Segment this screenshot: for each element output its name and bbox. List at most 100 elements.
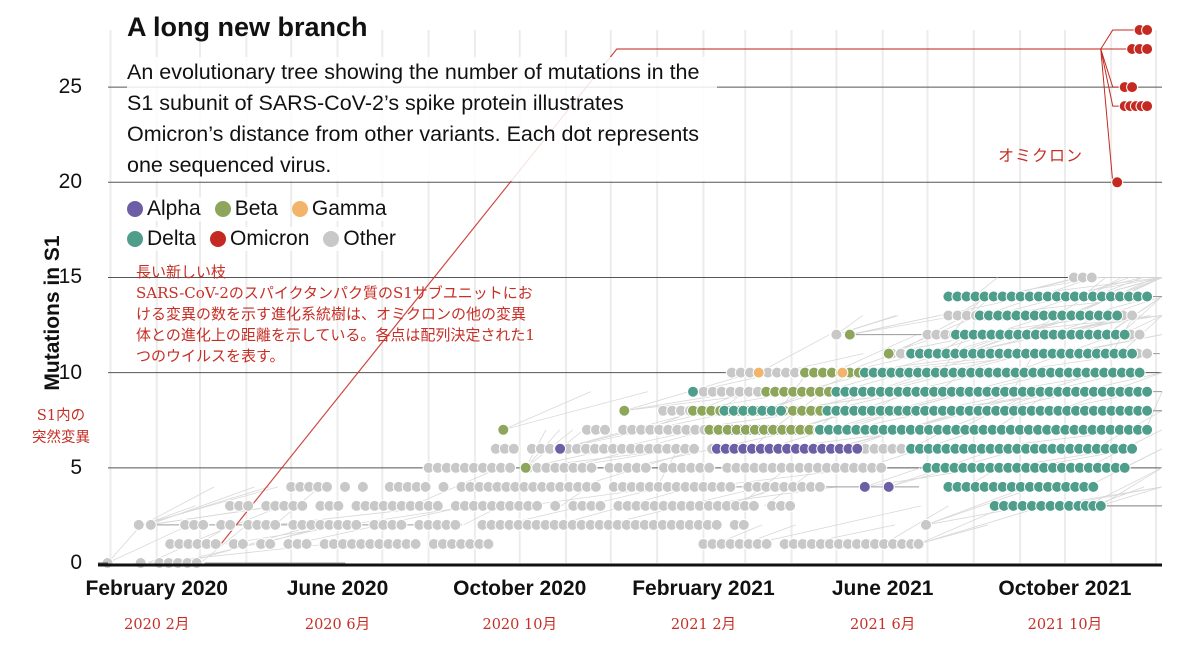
dot-other — [242, 499, 255, 512]
dot-delta — [1141, 423, 1154, 436]
tree-branch — [1086, 467, 1163, 507]
dot-other — [395, 518, 408, 531]
dot-other — [747, 499, 760, 512]
dot-other — [350, 518, 363, 531]
series-omicron — [1111, 24, 1154, 189]
tree-branch — [148, 486, 255, 526]
dot-other — [190, 557, 203, 569]
x-tick-label: February 2021 — [632, 577, 775, 600]
y-tick-label: 15 — [58, 265, 82, 289]
dot-other — [599, 423, 611, 436]
dot-other — [144, 518, 157, 531]
legend-swatch-other — [323, 231, 340, 247]
dot-beta — [497, 423, 510, 436]
dot-other — [531, 499, 544, 512]
dot-other — [269, 518, 282, 531]
dot-other — [1085, 271, 1098, 284]
dot-other — [688, 442, 701, 455]
dot-other — [585, 461, 598, 474]
dot-other — [321, 480, 333, 493]
dot-delta — [1118, 461, 1131, 474]
jp-annotation-body: SARS-CoV-2のスパイクタンパク質のS1サブユニットにおける変異の数を示す… — [136, 284, 535, 365]
dot-beta — [882, 347, 895, 360]
x-tick-label-jp: 2021 2月 — [670, 617, 737, 633]
legend-row-1: Alpha Beta Gamma — [127, 194, 410, 224]
x-axis — [98, 562, 1162, 567]
legend-swatch-omicron — [210, 231, 227, 247]
tree-branch — [185, 524, 317, 564]
x-tick-label-jp: 2020 2月 — [124, 617, 190, 633]
dot-other — [1133, 328, 1146, 341]
dot-beta — [843, 328, 856, 341]
tree-branch — [1119, 296, 1163, 335]
omicron-subbranch — [1100, 48, 1118, 183]
dot-delta — [1126, 347, 1139, 360]
dot-other — [813, 480, 826, 493]
jp-omicron-label: オミクロン — [998, 146, 1084, 165]
series-delta — [687, 290, 1154, 512]
dot-other — [784, 499, 797, 512]
dot-other — [1141, 347, 1154, 360]
legend-item-gamma: Gamma — [291, 197, 387, 221]
dot-alpha — [858, 480, 871, 493]
tree-branch — [503, 391, 592, 431]
tree-branch — [832, 334, 918, 374]
dot-other — [296, 499, 309, 512]
dot-other — [482, 538, 495, 550]
dot-other — [703, 461, 716, 474]
tree-branch — [411, 467, 500, 507]
dot-other — [1126, 309, 1139, 322]
omicron-subbranch — [1100, 48, 1125, 107]
dot-other — [437, 480, 450, 493]
jp-annotation-title: 長い新しい枝 — [136, 263, 227, 281]
legend-swatch-alpha — [127, 201, 143, 217]
dot-other — [920, 518, 932, 531]
dot-delta — [1087, 480, 1100, 493]
legend: Alpha Beta Gamma Delta Omicron Other — [127, 194, 410, 254]
x-tick-label-jp: 2020 6月 — [304, 617, 371, 633]
data-points — [101, 24, 1154, 569]
dot-beta — [519, 461, 532, 474]
dot-other — [830, 328, 843, 341]
dot-gamma — [752, 366, 765, 379]
tree-branch — [918, 505, 1008, 545]
dot-other — [132, 518, 145, 531]
dot-other — [236, 538, 249, 550]
legend-label-omicron: Omicron — [230, 227, 310, 250]
omicron-branch — [220, 48, 1101, 545]
dot-other — [224, 518, 237, 531]
dot-beta — [618, 404, 631, 417]
dot-other — [431, 499, 444, 512]
dot-alpha — [851, 442, 864, 455]
tree-branch — [503, 391, 648, 431]
dot-other — [737, 518, 750, 531]
legend-label-gamma: Gamma — [311, 197, 387, 220]
x-tick-label: February 2020 — [85, 577, 228, 600]
tree-branch — [148, 505, 278, 526]
legend-row-2: Delta Omicron Other — [127, 224, 410, 254]
dot-other — [332, 499, 345, 512]
legend-label-other: Other — [343, 227, 396, 250]
dot-other — [507, 442, 520, 455]
dot-omicron — [1141, 24, 1154, 36]
jp-annotation: 長い新しい枝 SARS-CoV-2のスパイクタンパク質のS1サブユニットにおける変… — [136, 262, 536, 367]
y-tick-label: 20 — [58, 170, 82, 194]
dot-omicron — [1111, 176, 1124, 189]
chart-subtitle: An evolutionary tree showing the number … — [127, 57, 717, 181]
dot-other — [134, 557, 147, 569]
jp-y-axis-label: S1内の 突然変異 — [32, 408, 90, 446]
legend-item-other: Other — [323, 227, 396, 251]
dot-other — [209, 538, 222, 550]
dot-alpha — [554, 442, 567, 455]
legend-label-alpha: Alpha — [147, 197, 201, 220]
dot-alpha — [882, 480, 895, 493]
legend-item-delta: Delta — [127, 227, 197, 251]
dot-other — [356, 480, 369, 493]
y-tick-label: 10 — [58, 360, 82, 384]
tree-branch — [849, 315, 940, 335]
dot-other — [504, 461, 517, 474]
tree-branch — [142, 486, 215, 526]
x-tick-label: October 2021 — [998, 577, 1132, 600]
y-tick-label: 0 — [70, 551, 82, 574]
